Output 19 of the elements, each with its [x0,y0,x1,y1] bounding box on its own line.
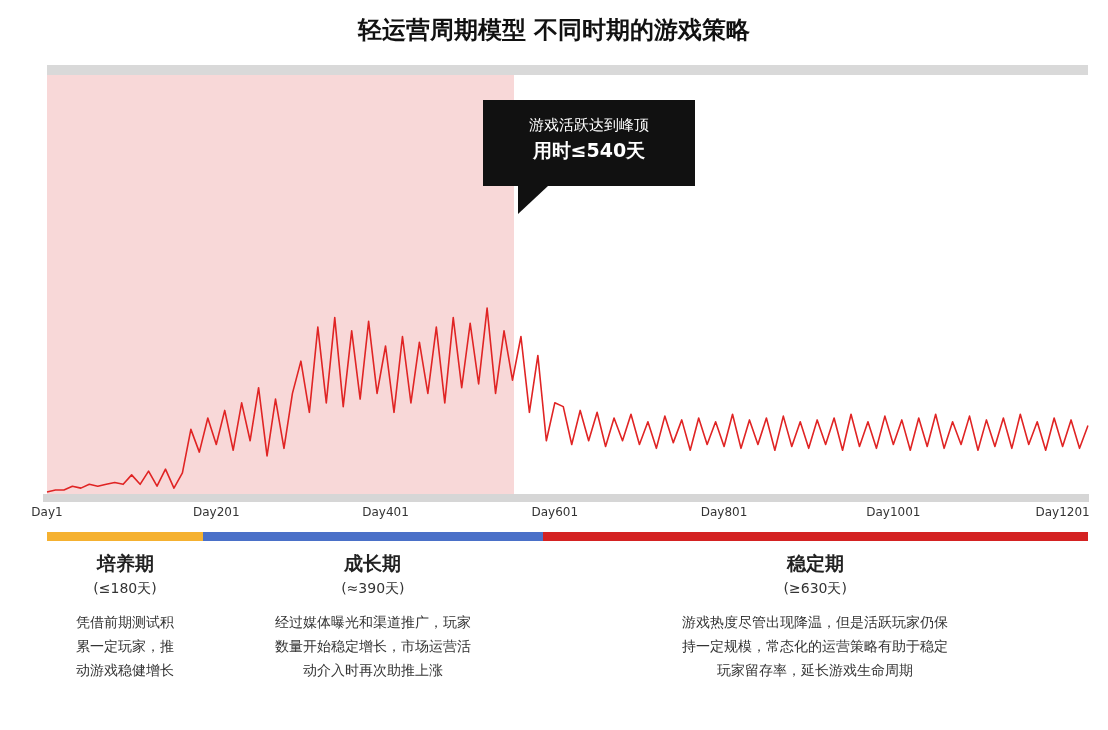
x-tick-label: Day1201 [1035,504,1090,519]
text: 培养期 [95,550,155,576]
x-tick-label: Day1 [31,504,63,519]
text: (≤180天) [92,578,158,598]
x-tick-label: Day601 [531,504,579,519]
text: (≥630天) [782,578,848,598]
text: 游戏活跃达到峰顶 [527,115,650,136]
x-tick-label: Day201 [192,504,240,519]
x-tick-label: Day401 [362,504,409,519]
text: 成长期 [343,550,403,576]
text: 稳定期 [785,550,845,576]
text: (≈390天) [340,578,406,598]
text: 经过媒体曝光和渠道推广，玩家数量开始稳定增长，市场运营活动介入时再次助推上涨 [273,612,472,680]
text: 用时≤540天 [531,138,647,163]
text: 凭借前期测试积累一定玩家，推动游戏稳健增长 [75,612,176,680]
x-tick-label: Day1001 [866,504,921,519]
chart-title: 轻运营周期模型 不同时期的游戏策略 [356,15,752,46]
x-tick-label: Day801 [700,504,748,519]
text: 游戏热度尽管出现降温，但是活跃玩家仍保持一定规模，常态化的运营策略有助于稳定玩家留存率，延长游戏生命周期 [681,612,950,680]
